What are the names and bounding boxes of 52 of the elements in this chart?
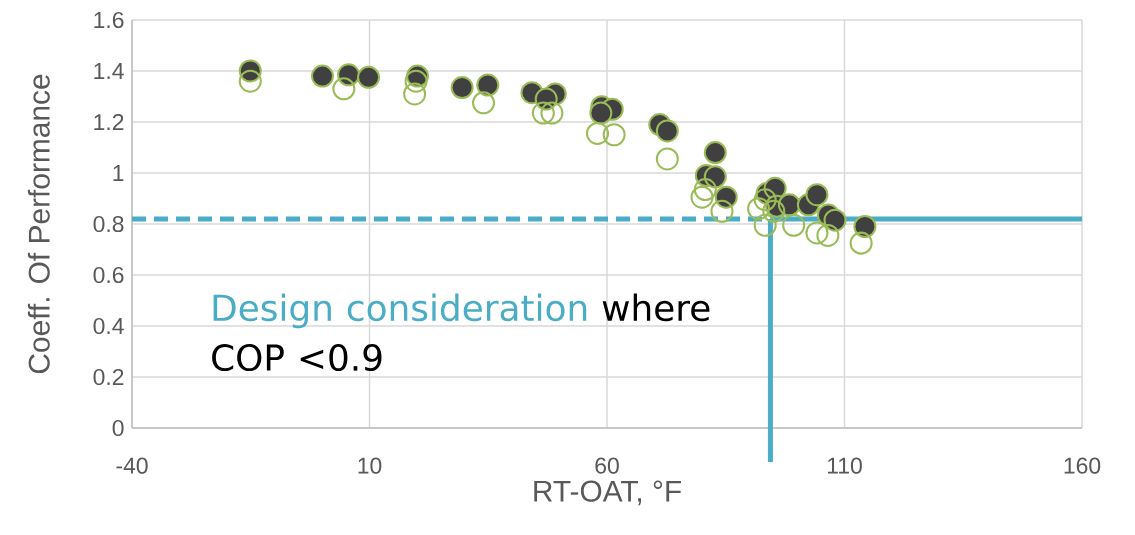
- point: [853, 215, 877, 239]
- y-tick-label: 0.4: [93, 317, 124, 335]
- point: [476, 73, 500, 97]
- point: [747, 197, 771, 221]
- annotation: Design consideration: [213, 293, 587, 329]
- point: [403, 82, 427, 106]
- point: [655, 119, 679, 143]
- point: [823, 208, 847, 232]
- point: [753, 188, 777, 212]
- x-tick-label: 60: [595, 457, 619, 474]
- x-tick-label: -40: [116, 457, 148, 474]
- point: [472, 91, 495, 115]
- point: [816, 223, 840, 247]
- point: [540, 101, 564, 125]
- y-tick-label: 0.8: [93, 215, 124, 233]
- x-axis-title: RT-OAT, °F: [534, 480, 681, 506]
- point: [693, 178, 717, 202]
- y-tick-label: 1: [113, 165, 124, 181]
- y-tick-label: 0.2: [93, 368, 124, 386]
- point: [655, 147, 679, 171]
- y-tick-label: 0: [112, 419, 124, 437]
- point: [710, 199, 734, 223]
- point: [310, 64, 334, 88]
- point: [357, 65, 381, 89]
- point: [714, 185, 738, 209]
- x-tick-label: 110: [827, 457, 862, 474]
- x-tick-label: 160: [1064, 457, 1101, 474]
- point: [762, 199, 786, 223]
- point: [805, 221, 829, 245]
- text: COP <0.9: [212, 344, 382, 372]
- point: [690, 185, 714, 209]
- point: [589, 101, 613, 125]
- y-axis-title: Coeff. Of Performance: [27, 74, 50, 374]
- point: [332, 77, 356, 101]
- y-tick-label: 0.6: [93, 266, 124, 284]
- point: [238, 69, 262, 93]
- point: [849, 231, 873, 255]
- point: [602, 123, 626, 147]
- x-tick-label: 10: [358, 457, 382, 474]
- y-tick-label: 1.6: [94, 11, 124, 29]
- point: [450, 76, 474, 100]
- point: [753, 213, 777, 237]
- y-tick-label: 1.4: [94, 63, 124, 79]
- point: [703, 141, 727, 165]
- point: [782, 213, 806, 237]
- y-tick-label: 1.2: [94, 114, 124, 130]
- point: [531, 101, 555, 125]
- point: [586, 121, 609, 145]
- point: [404, 69, 428, 93]
- point: [805, 183, 829, 207]
- point: [703, 165, 727, 189]
- text: where: [602, 293, 710, 322]
